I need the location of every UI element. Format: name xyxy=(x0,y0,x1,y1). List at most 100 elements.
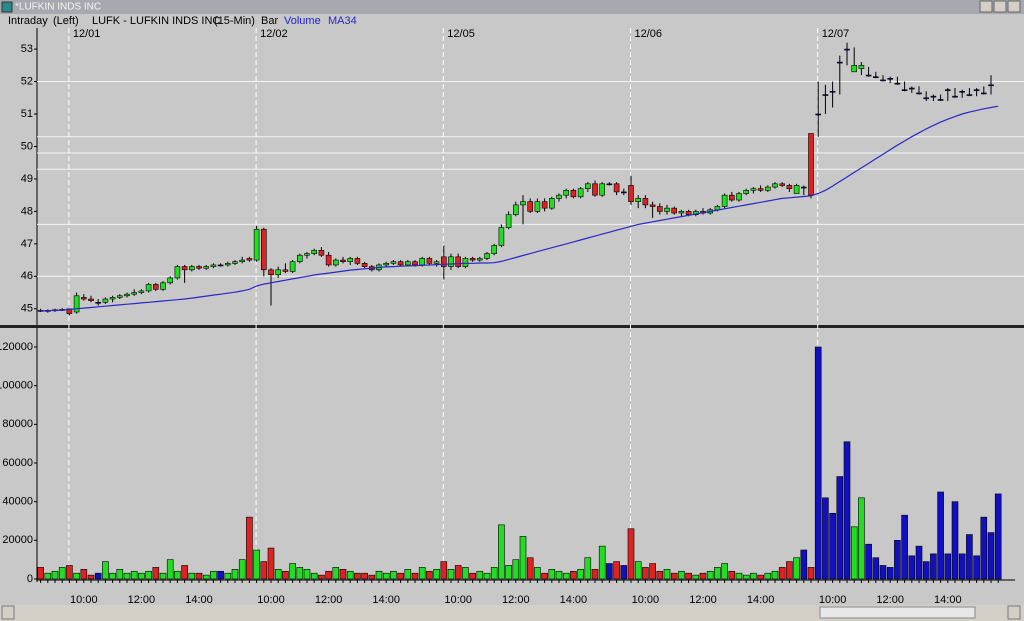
candle-body xyxy=(311,250,318,254)
candle-body xyxy=(469,258,476,261)
volume-bar xyxy=(152,567,160,580)
candle-body xyxy=(685,211,692,215)
volume-bar xyxy=(246,516,253,580)
header-interval: (15-Min) xyxy=(214,15,255,27)
candle-body xyxy=(455,256,462,267)
day-label: 12/06 xyxy=(635,28,663,40)
y-tick-label: 49 xyxy=(21,173,33,185)
candle-body xyxy=(433,261,440,264)
volume-bar xyxy=(390,570,397,580)
candle-body xyxy=(757,188,764,191)
volume-bar xyxy=(109,572,116,580)
volume-bar xyxy=(728,570,736,580)
candle-body xyxy=(484,253,490,259)
volume-bar xyxy=(123,572,131,580)
volume-bar xyxy=(886,567,894,580)
candle-body xyxy=(570,189,577,198)
volume-bar xyxy=(339,569,347,580)
candle-body xyxy=(599,183,606,196)
scrollbar[interactable] xyxy=(0,605,1024,621)
volume-bar xyxy=(181,565,188,580)
x-tick-label: 14:00 xyxy=(934,594,962,606)
candle-body xyxy=(383,263,390,266)
candle-body xyxy=(728,194,735,201)
candle-body xyxy=(880,79,886,82)
volume-bar xyxy=(66,565,73,580)
candle-body xyxy=(923,97,930,100)
volume-bar xyxy=(944,553,952,580)
candle-body xyxy=(289,261,296,272)
volume-bar xyxy=(548,569,556,580)
candle-body xyxy=(527,201,534,212)
candle-body xyxy=(937,99,944,101)
volume-bar xyxy=(505,565,512,580)
volume-bar xyxy=(663,569,671,580)
candle-body xyxy=(613,183,620,193)
candle-body xyxy=(153,284,159,290)
volume-bar xyxy=(303,569,311,580)
volume-bar xyxy=(829,512,836,580)
candle-body xyxy=(649,204,656,207)
volume-bar xyxy=(966,534,973,580)
volume-bar xyxy=(145,570,152,580)
close-button[interactable] xyxy=(1007,0,1021,13)
volume-bar xyxy=(534,567,541,580)
candle-body xyxy=(642,198,649,206)
candle-body xyxy=(340,259,346,263)
volume-bar xyxy=(454,565,462,580)
volume-bar xyxy=(217,570,224,580)
candle-body xyxy=(73,295,80,313)
candle-body xyxy=(592,183,598,196)
volume-bar xyxy=(843,441,851,580)
candle-body xyxy=(628,185,634,202)
candle-body xyxy=(318,250,325,256)
x-tick-label: 12:00 xyxy=(689,594,717,606)
candle-body xyxy=(988,84,994,87)
candle-body xyxy=(548,198,555,209)
volume-bar xyxy=(274,569,282,580)
candle-body xyxy=(800,186,807,189)
volume-bar xyxy=(742,574,750,580)
volume-bar xyxy=(469,572,476,580)
scroll-right[interactable] xyxy=(1007,605,1021,620)
scroll-left[interactable] xyxy=(1,605,15,620)
candle-body xyxy=(88,298,94,301)
volume-bar xyxy=(562,572,570,580)
y-tick-label: 45 xyxy=(21,303,33,315)
volume-bar xyxy=(706,570,714,580)
candle-body xyxy=(959,90,966,93)
maximize-button[interactable] xyxy=(993,0,1007,13)
candle-body xyxy=(260,228,267,271)
volume-bar xyxy=(490,567,498,580)
legend-bar: Bar xyxy=(261,15,278,27)
candle-body xyxy=(944,89,951,91)
volume-bar xyxy=(526,557,534,580)
candle-body xyxy=(829,90,836,93)
x-tick-label: 10:00 xyxy=(70,594,98,606)
volume-bar xyxy=(519,536,527,580)
volume-bar xyxy=(541,572,548,580)
minimize-button[interactable] xyxy=(979,0,993,13)
volume-bar xyxy=(325,570,332,580)
volume-bar xyxy=(512,559,520,580)
volume-bar xyxy=(764,572,772,580)
volume-bar xyxy=(613,561,620,580)
candle-body xyxy=(815,113,822,116)
volume-bar xyxy=(447,569,455,580)
scroll-thumb[interactable] xyxy=(819,606,976,619)
candle-body xyxy=(721,194,728,207)
legend-ma: MA34 xyxy=(328,15,357,27)
volume-bar xyxy=(958,553,966,580)
candle-body xyxy=(412,261,418,266)
candle-body xyxy=(145,284,152,292)
volume-bar xyxy=(894,540,901,580)
volume-bar xyxy=(498,524,505,580)
candle-body xyxy=(808,133,814,196)
candle-body xyxy=(232,261,238,264)
x-tick-label: 12:00 xyxy=(128,594,156,606)
candle-body xyxy=(210,264,217,267)
candle-body xyxy=(138,290,145,293)
volume-bar xyxy=(310,572,318,580)
